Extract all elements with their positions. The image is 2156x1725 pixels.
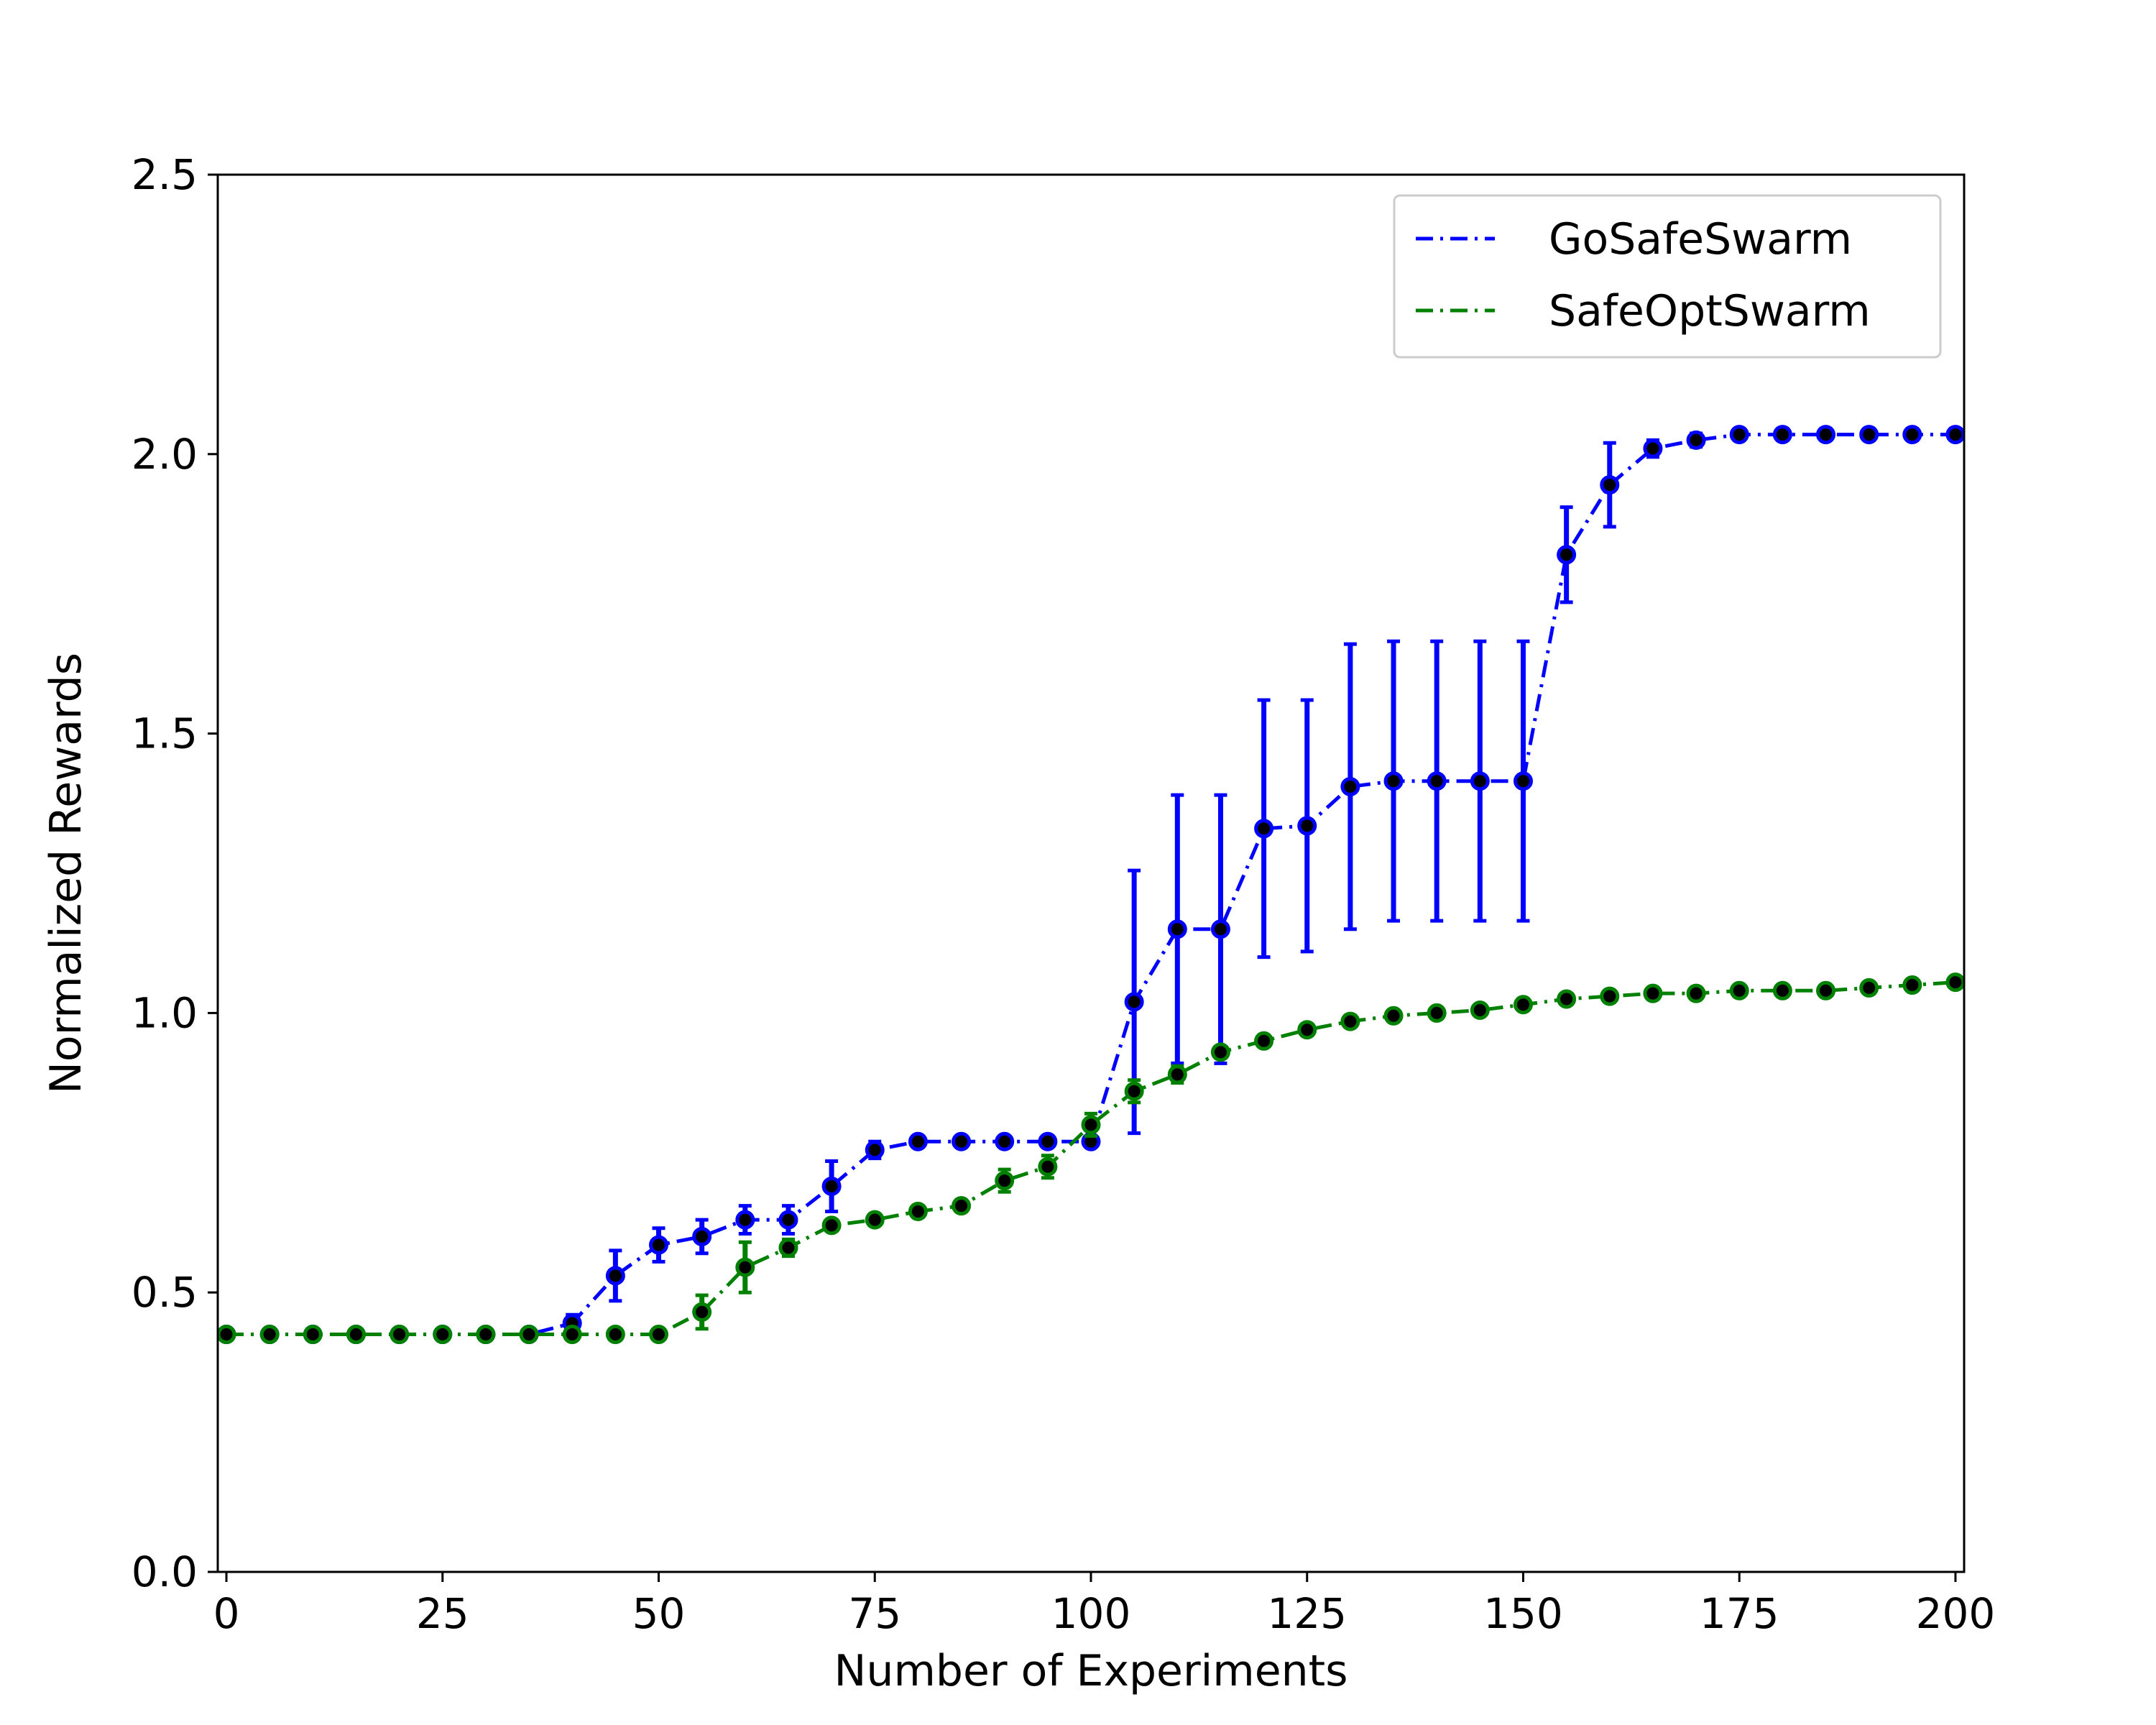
- data-point: [1340, 776, 1360, 796]
- legend-label-gosafeswarm: GoSafeSwarm: [1549, 214, 1852, 264]
- series-safeoptswarm: [216, 972, 1966, 1345]
- data-point: [1427, 1003, 1447, 1023]
- y-tick-label: 0.5: [132, 1268, 198, 1317]
- data-point: [390, 1325, 410, 1345]
- y-tick-label: 1.0: [132, 988, 198, 1037]
- data-point: [692, 1302, 712, 1322]
- data-point: [1513, 771, 1533, 791]
- axes: 0 25 50 75 100 125 150 175 200 0.0 0.5 1.0 1.5 2.0 2.5: [132, 150, 1996, 1638]
- data-point: [1600, 475, 1620, 495]
- data-point: [1816, 425, 1836, 445]
- data-point: [821, 1176, 842, 1196]
- legend-label-safeoptswarm: SafeOptSwarm: [1549, 286, 1871, 336]
- data-point: [1600, 986, 1620, 1006]
- data-point: [1470, 1000, 1490, 1021]
- data-point: [1643, 983, 1663, 1003]
- plot-area: [216, 425, 1966, 1345]
- data-point: [476, 1325, 496, 1345]
- data-point: [1340, 1011, 1360, 1031]
- legend: GoSafeSwarm SafeOptSwarm: [1393, 194, 1942, 359]
- data-point: [1859, 425, 1879, 445]
- data-point: [1686, 430, 1706, 450]
- data-point: [1816, 980, 1836, 1000]
- data-point: [1210, 1042, 1230, 1062]
- data-point: [1124, 992, 1144, 1012]
- data-point: [1124, 1081, 1144, 1101]
- data-point: [562, 1325, 582, 1345]
- data-point: [1254, 819, 1274, 839]
- data-point: [649, 1325, 669, 1345]
- x-tick-label: 125: [1267, 1589, 1347, 1638]
- x-tick-label: 150: [1483, 1589, 1563, 1638]
- data-point: [821, 1215, 842, 1236]
- data-point: [1945, 425, 1966, 445]
- y-tick-label: 1.5: [132, 709, 198, 758]
- x-tick-label: 100: [1051, 1589, 1131, 1638]
- data-point: [778, 1210, 798, 1230]
- data-point: [216, 1325, 236, 1345]
- data-point: [1038, 1156, 1058, 1177]
- data-point: [1210, 919, 1230, 939]
- data-point: [1686, 983, 1706, 1003]
- data-point: [1772, 980, 1792, 1000]
- data-point: [519, 1325, 539, 1345]
- data-point: [952, 1196, 972, 1216]
- x-tick-label: 50: [632, 1589, 686, 1638]
- data-point: [1383, 771, 1404, 791]
- data-point: [1859, 978, 1879, 998]
- x-tick-label: 200: [1916, 1589, 1996, 1638]
- data-point: [1167, 919, 1187, 939]
- data-point: [1772, 425, 1792, 445]
- data-point: [735, 1210, 755, 1230]
- data-point: [1038, 1131, 1058, 1151]
- data-point: [1513, 995, 1533, 1015]
- data-point: [952, 1131, 972, 1151]
- data-point: [995, 1131, 1015, 1151]
- data-point: [1167, 1064, 1187, 1085]
- y-axis-title: Normalized Rewards: [41, 653, 91, 1094]
- data-point: [778, 1238, 798, 1258]
- data-point: [1945, 972, 1966, 993]
- legend-box: [1393, 194, 1942, 359]
- y-tick-label: 0.0: [132, 1547, 198, 1596]
- data-point: [1729, 980, 1749, 1000]
- data-point: [605, 1325, 625, 1345]
- data-point: [1729, 425, 1749, 445]
- data-point: [605, 1266, 625, 1286]
- data-point: [1557, 545, 1577, 565]
- data-point: [433, 1325, 453, 1345]
- data-point: [1902, 975, 1922, 995]
- y-tick-label: 2.5: [132, 150, 198, 199]
- x-tick-label: 0: [213, 1589, 240, 1638]
- data-point: [865, 1140, 885, 1160]
- data-point: [908, 1201, 928, 1221]
- data-point: [1254, 1031, 1274, 1051]
- data-point: [1297, 1020, 1317, 1040]
- data-point: [1427, 771, 1447, 791]
- data-point: [303, 1325, 323, 1345]
- series-line-safeoptswarm: [226, 980, 1956, 1337]
- x-tick-label: 75: [848, 1589, 901, 1638]
- data-point: [692, 1226, 712, 1246]
- data-point: [1081, 1115, 1101, 1135]
- data-point: [346, 1325, 366, 1345]
- data-point: [259, 1325, 280, 1345]
- data-point: [1297, 816, 1317, 836]
- data-point: [1470, 771, 1490, 791]
- data-point: [735, 1257, 755, 1277]
- data-point: [1643, 438, 1663, 459]
- y-tick-label: 2.0: [132, 430, 198, 479]
- x-axis-title: Number of Experiments: [834, 1646, 1348, 1696]
- data-point: [1383, 1006, 1404, 1026]
- data-point: [995, 1171, 1015, 1191]
- x-tick-label: 25: [416, 1589, 469, 1638]
- data-point: [1557, 989, 1577, 1009]
- data-point: [1902, 425, 1922, 445]
- data-point: [865, 1210, 885, 1230]
- x-tick-label: 175: [1700, 1589, 1779, 1638]
- data-point: [908, 1131, 928, 1151]
- data-point: [649, 1235, 669, 1255]
